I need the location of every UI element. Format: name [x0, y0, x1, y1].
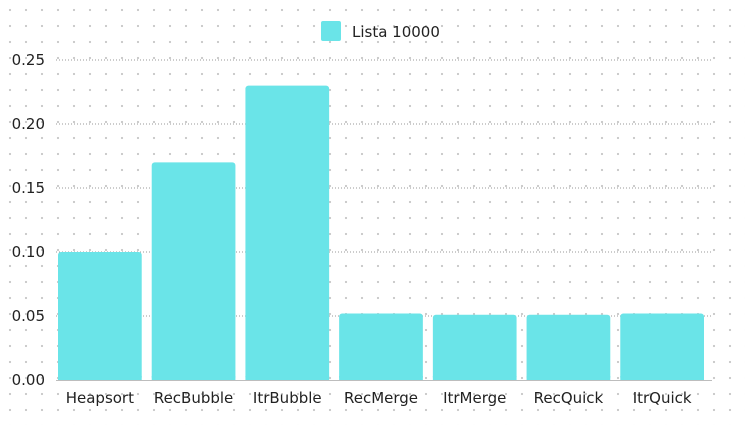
bar-itrquick[interactable]	[620, 313, 704, 380]
bars	[58, 85, 704, 380]
y-tick-label: 0.15	[12, 179, 45, 197]
y-tick-label: 0.25	[12, 51, 45, 69]
x-tick-label: RecMerge	[344, 389, 418, 407]
y-tick-label: 0.20	[12, 115, 45, 133]
bar-recmerge[interactable]	[339, 313, 423, 380]
y-axis: 0.00 0.05 0.10 0.15 0.20 0.25	[12, 51, 45, 389]
legend-swatch[interactable]	[321, 21, 341, 41]
y-tick-label: 0.10	[12, 243, 45, 261]
x-tick-label: ItrQuick	[633, 389, 692, 407]
bar-base	[620, 376, 704, 380]
y-tick-label: 0.05	[12, 307, 45, 325]
x-tick-label: ItrMerge	[443, 389, 506, 407]
bar-recbubble[interactable]	[151, 162, 236, 380]
bar-itrmerge[interactable]	[432, 314, 517, 380]
legend-label[interactable]: Lista 10000	[352, 23, 440, 41]
bar-base	[339, 376, 423, 380]
x-axis: Heapsort RecBubble ItrBubble RecMerge ItrMer…	[56, 380, 712, 407]
x-tick-label: Heapsort	[66, 389, 134, 407]
bar-heapsort[interactable]	[58, 252, 142, 380]
legend[interactable]: Lista 10000	[321, 21, 440, 41]
bar-base	[526, 376, 611, 380]
bar-recquick[interactable]	[526, 314, 611, 380]
x-tick-label: RecQuick	[534, 389, 604, 407]
y-tick-label: 0.00	[12, 371, 45, 389]
bar-base	[58, 376, 142, 380]
bar-base	[245, 376, 330, 380]
x-tick-label: RecBubble	[154, 389, 233, 407]
bar-base	[432, 376, 517, 380]
bar-itrbubble[interactable]	[245, 85, 330, 380]
x-tick-label: ItrBubble	[253, 389, 322, 407]
bar-base	[151, 376, 236, 380]
